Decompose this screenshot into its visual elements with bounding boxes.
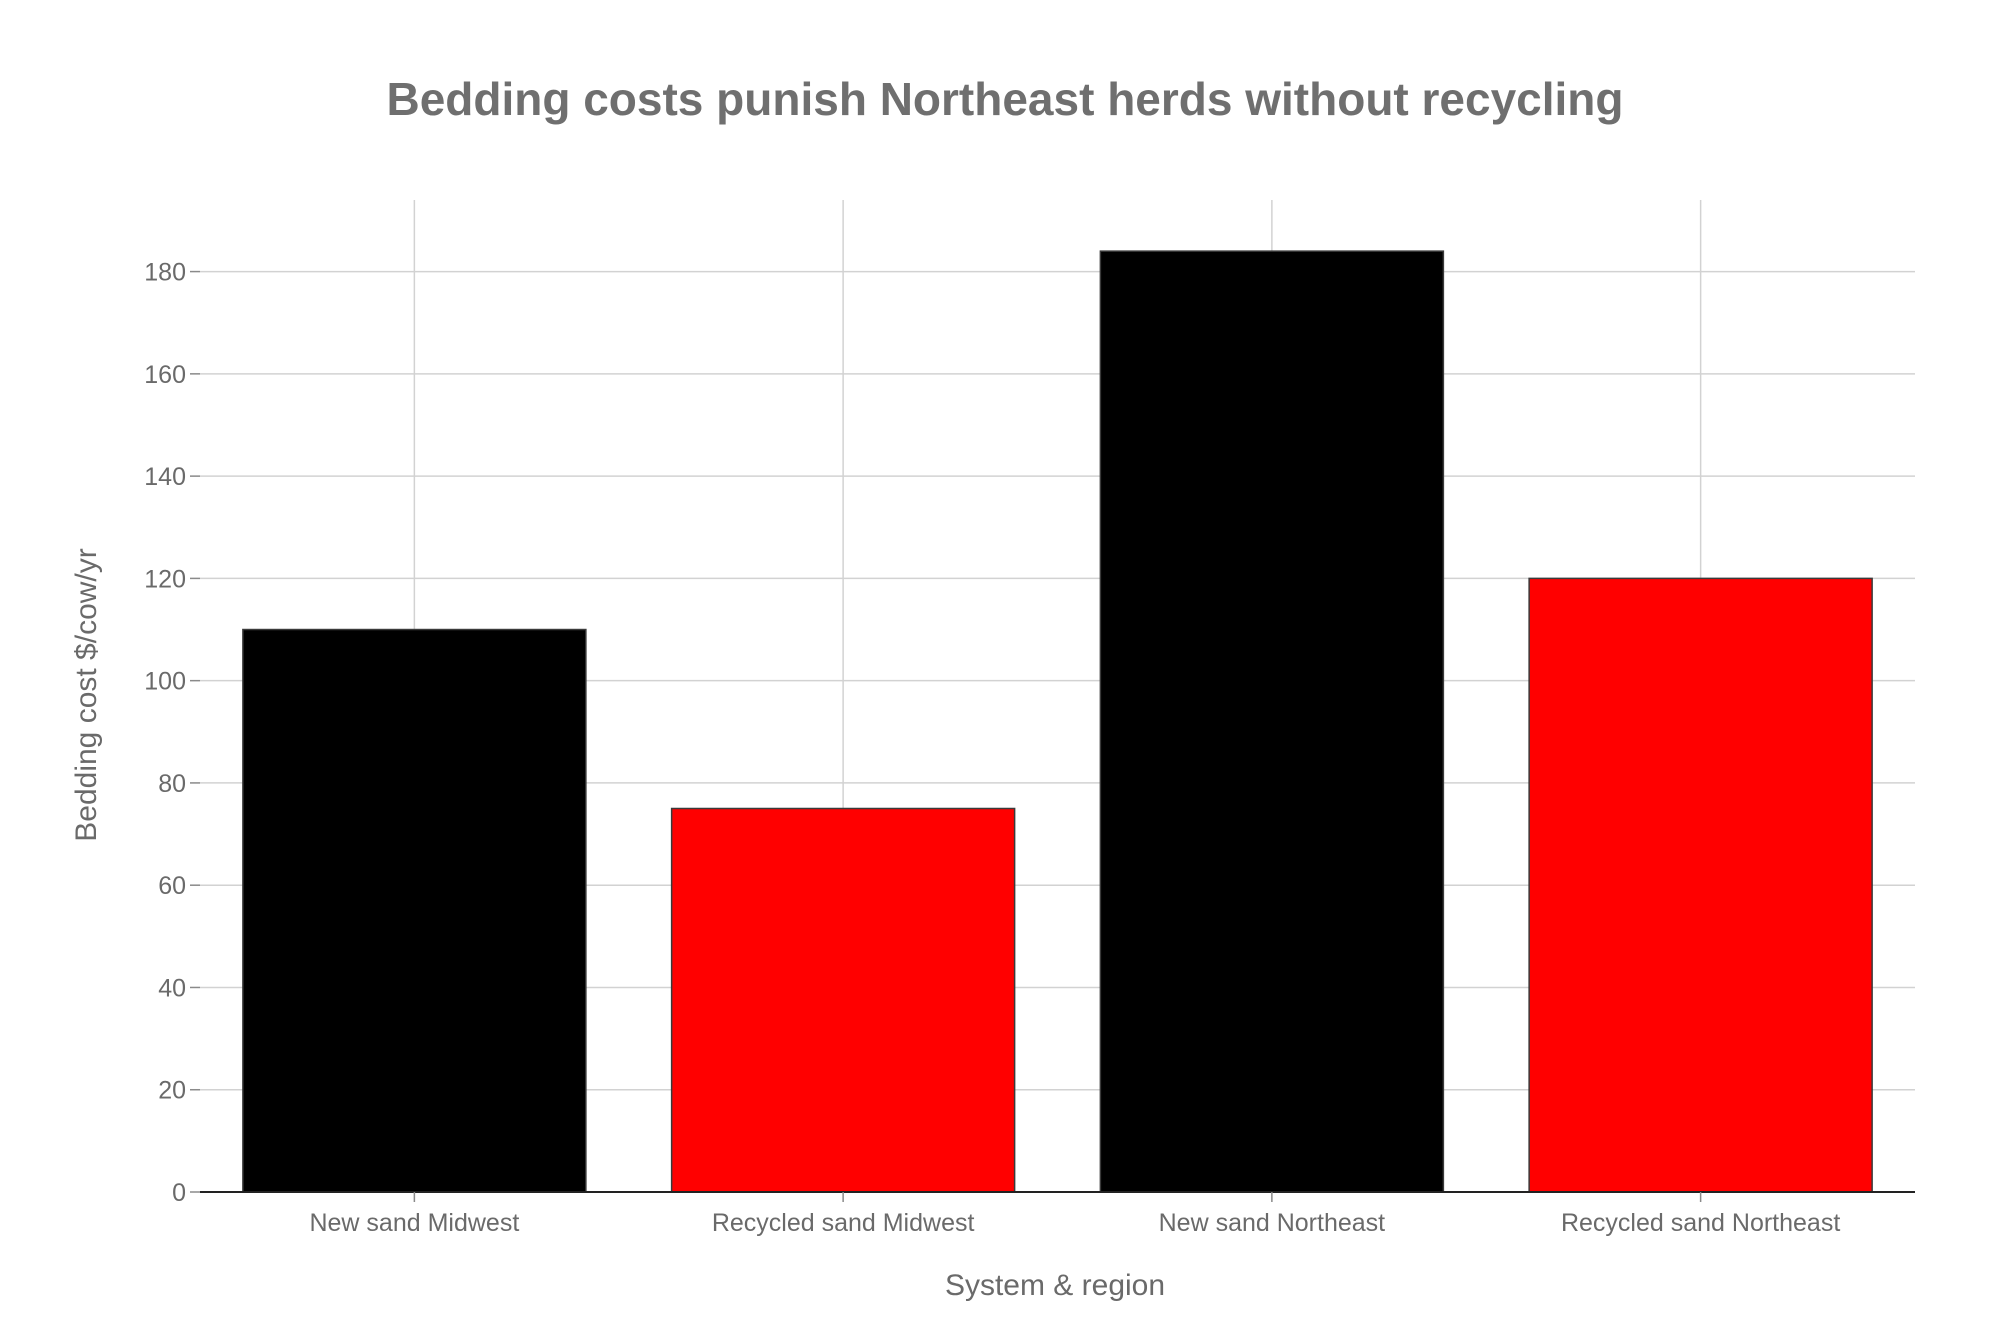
y-tick-label: 100 <box>144 668 186 696</box>
bar-new-sand-northeast[interactable] <box>1099 250 1445 1193</box>
bars <box>242 250 1873 1193</box>
y-tick-label: 0 <box>172 1179 186 1207</box>
bar-new-sand-midwest[interactable] <box>242 628 587 1193</box>
y-tick-label: 80 <box>158 770 186 798</box>
x-tick-label: Recycled sand Midwest <box>712 1209 975 1237</box>
y-tick-label: 20 <box>158 1077 186 1105</box>
y-tick-label: 180 <box>144 259 186 287</box>
y-axis-label: Bedding cost $/cow/yr <box>70 548 103 841</box>
x-tick-label: New sand Midwest <box>309 1209 519 1237</box>
y-tick-label: 60 <box>158 872 186 900</box>
y-tick-label: 40 <box>158 974 186 1002</box>
x-axis-ticks: New sand Midwest Recycled sand Midwest New… <box>309 1192 1840 1237</box>
x-tick-label: Recycled sand Northeast <box>1561 1209 1840 1237</box>
y-tick-label: 160 <box>144 361 186 389</box>
vertical-gridlines <box>413 200 1702 1192</box>
bar-recycled-sand-midwest[interactable] <box>670 807 1016 1193</box>
x-axis-label: System & region <box>945 1269 1165 1302</box>
bar-recycled-sand-northeast[interactable] <box>1528 577 1873 1193</box>
x-tick-label: New sand Northeast <box>1159 1209 1386 1237</box>
y-tick-label: 140 <box>144 463 186 491</box>
y-tick-label: 120 <box>144 565 186 593</box>
y-axis-ticks: 0 20 40 60 80 100 120 140 160 180 <box>144 259 200 1207</box>
chart-title: Bedding costs punish Northeast herds wit… <box>386 73 1623 125</box>
